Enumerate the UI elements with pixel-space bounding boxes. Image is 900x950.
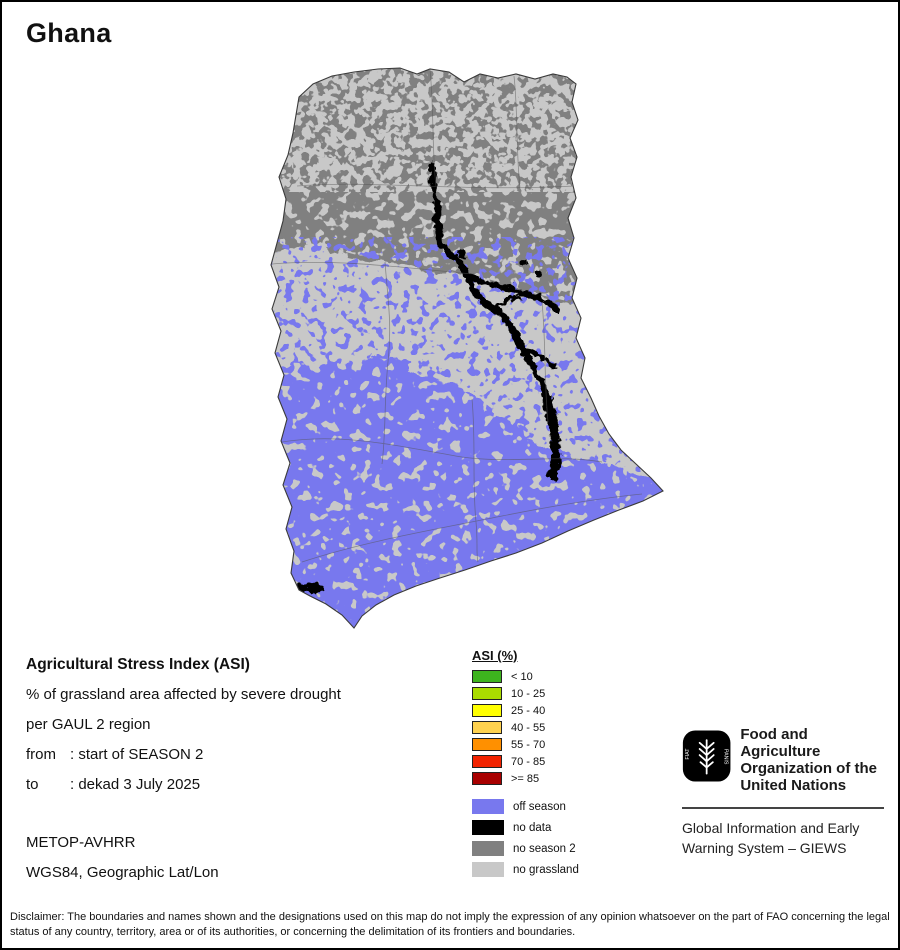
legend-row: < 10 xyxy=(472,670,579,683)
asi-subtitle: % of grassland area affected by severe d… xyxy=(26,686,341,703)
legend-label: 10 - 25 xyxy=(511,687,546,700)
legend-swatch xyxy=(472,772,502,785)
legend-row: 55 - 70 xyxy=(472,738,579,751)
legend-label: 25 - 40 xyxy=(511,704,546,717)
asi-region-note: per GAUL 2 region xyxy=(26,716,151,733)
legend-label: < 10 xyxy=(511,670,533,683)
legend-label: 55 - 70 xyxy=(511,738,546,751)
legend-row: 10 - 25 xyxy=(472,687,579,700)
fao-motto-right: PANIS xyxy=(722,749,728,765)
legend-swatch xyxy=(472,687,502,700)
disclaimer-text: Disclaimer: The boundaries and names sho… xyxy=(10,911,890,938)
page-title: Ghana xyxy=(26,18,112,48)
sensor-name: METOP-AVHRR xyxy=(26,834,136,851)
legend-row: no grassland xyxy=(472,862,579,877)
fao-logo: FIAT PANIS xyxy=(682,730,731,782)
legend-row: no data xyxy=(472,820,579,835)
legend-row: 70 - 85 xyxy=(472,755,579,768)
period-to: to : dekad 3 July 2025 xyxy=(26,770,456,800)
admin-boundaries xyxy=(271,68,643,563)
legend-row: 40 - 55 xyxy=(472,721,579,734)
country-outline xyxy=(270,67,664,629)
period-from: from : start of SEASON 2 xyxy=(26,740,456,770)
legend-row: 25 - 40 xyxy=(472,704,579,717)
legend-label: no data xyxy=(513,821,552,834)
map-info-block: Agricultural Stress Index (ASI) % of gra… xyxy=(26,650,456,888)
legend-swatch xyxy=(472,862,504,877)
legend-row: >= 85 xyxy=(472,772,579,785)
legend-title: ASI (%) xyxy=(472,648,518,663)
legend-row: off season xyxy=(472,799,579,814)
fao-footer: FIAT PANIS Food and Agriculture Organiza… xyxy=(682,726,890,858)
legend-swatch xyxy=(472,721,502,734)
projection-name: WGS84, Geographic Lat/Lon xyxy=(26,864,219,881)
to-value: : dekad 3 July 2025 xyxy=(70,776,201,793)
wheat-icon xyxy=(698,739,715,775)
legend-label: off season xyxy=(513,800,566,813)
legend-swatch xyxy=(472,755,502,768)
legend-swatch xyxy=(472,704,502,717)
legend-label: 70 - 85 xyxy=(511,755,546,768)
fao-motto-left: FIAT xyxy=(685,748,691,760)
from-value: : start of SEASON 2 xyxy=(70,746,204,763)
to-label: to xyxy=(26,776,39,793)
speckle-light-far-north xyxy=(271,68,663,192)
legend-extras: off season no data no season 2 no grassl… xyxy=(472,799,579,877)
giews-label: Global Information and Early Warning Sys… xyxy=(682,820,860,856)
legend-row: no season 2 xyxy=(472,841,579,856)
legend-label: >= 85 xyxy=(511,772,540,785)
legend-label: no season 2 xyxy=(513,842,576,855)
legend: ASI (%) < 10 10 - 25 25 - 40 40 - 55 55 … xyxy=(472,648,579,883)
legend-swatch xyxy=(472,738,502,751)
footer-divider xyxy=(682,807,884,809)
legend-swatch xyxy=(472,841,504,856)
asi-heading: Agricultural Stress Index (ASI) xyxy=(26,656,250,673)
legend-swatch xyxy=(472,799,504,814)
legend-swatch xyxy=(472,820,504,835)
legend-label: no grassland xyxy=(513,863,579,876)
fao-org-name: Food and Agriculture Organization of the… xyxy=(740,726,877,794)
legend-swatch xyxy=(472,670,502,683)
from-label: from xyxy=(26,746,56,763)
legend-label: 40 - 55 xyxy=(511,721,546,734)
